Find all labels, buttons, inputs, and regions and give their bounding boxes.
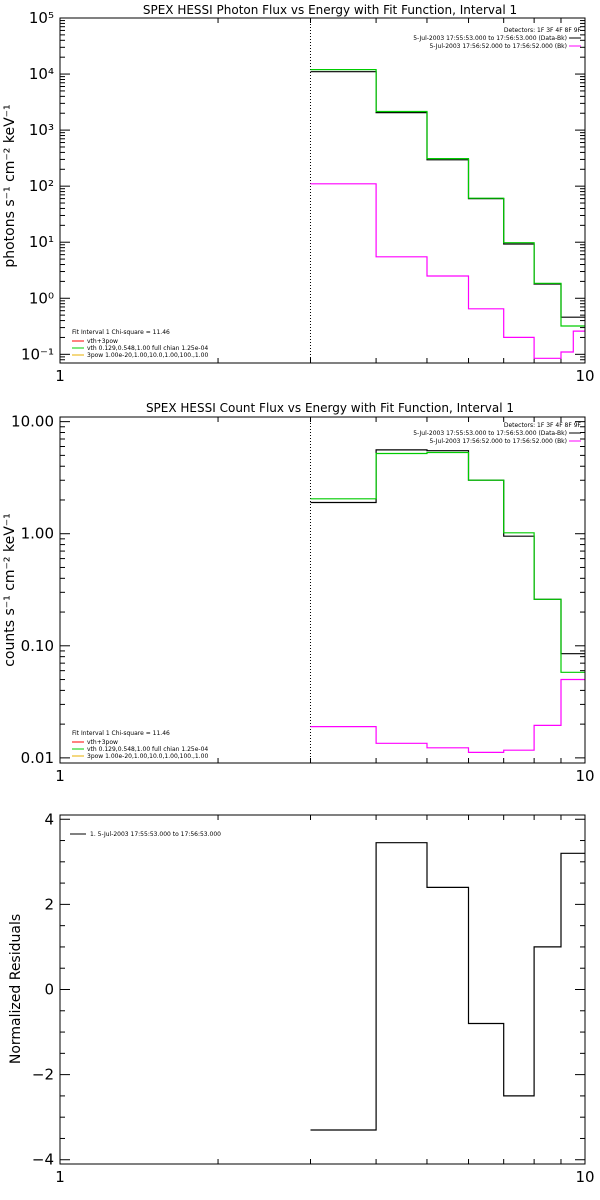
photon-flux-panel: SPEX HESSI Photon Flux vs Energy with Fi…: [2, 3, 595, 385]
photon-flux-detectors-label: Detectors: 1F 3F 4F 8F 9F: [504, 27, 582, 34]
photon-flux-fit-3pow-label: 3pow 1.00e-20,1.00,10.0,1.00,100.,1.00: [87, 352, 208, 359]
y-tick-label: 10.00: [11, 413, 54, 431]
y-tick-label: 4: [44, 810, 54, 828]
residuals-panel: Normalized Residuals 1 10 −4 −2 0 2 4 1. 5-Jul…: [8, 810, 595, 1186]
y-tick-label: 0.10: [21, 637, 54, 655]
series-line-2: [310, 183, 585, 359]
series-line-0: [310, 449, 585, 655]
residuals-legend: 1. 5-Jul-2003 17:55:53.000 to 17:56:53.0…: [70, 831, 221, 838]
photon-flux-ticks: 1 10 10⁻¹ 10⁰ 10¹ 10² 10³ 10⁴ 10⁵: [21, 9, 595, 385]
x-tick-label: 1: [55, 1168, 65, 1186]
residuals-marks: [310, 842, 585, 1131]
count-flux-ticks: 1 10 0.01 0.10 1.00 10.00: [11, 413, 595, 785]
count-flux-fit-3pow-label: 3pow 1.00e-20,1.00,10.0,1.00,100.,1.00: [87, 753, 208, 760]
count-flux-marks: [309, 417, 585, 763]
photon-flux-plot-frame: [59, 17, 586, 364]
count-flux-fit-interval-label: Fit Interval 1 Chi-square = 11.46: [72, 730, 170, 737]
x-tick-label: 10: [575, 367, 594, 385]
y-tick-label: 10⁻¹: [21, 345, 54, 363]
count-flux-plot-frame: [59, 416, 586, 764]
residuals-plot-frame: [59, 814, 586, 1165]
y-tick-label: 1.00: [21, 525, 54, 543]
y-tick-label: 2: [44, 895, 54, 913]
photon-flux-legend-data-label: 5-Jul-2003 17:55:53.000 to 17:56:53.000 …: [413, 35, 567, 42]
photon-flux-title: SPEX HESSI Photon Flux vs Energy with Fi…: [143, 3, 517, 17]
residuals-legend-label: 1. 5-Jul-2003 17:55:53.000 to 17:56:53.0…: [90, 831, 221, 838]
count-flux-panel: SPEX HESSI Count Flux vs Energy with Fit…: [2, 401, 595, 785]
y-tick-label: 10⁰: [29, 289, 54, 307]
y-tick-label: 10²: [29, 177, 54, 195]
photon-flux-y-axis-label: photons s⁻¹ cm⁻² keV⁻¹: [2, 104, 18, 267]
count-flux-fit-total-label: vth+3pow: [87, 739, 118, 746]
count-flux-legend-bottom-left: Fit Interval 1 Chi-square = 11.46 vth+3p…: [72, 730, 208, 760]
series-line-1: [310, 69, 585, 327]
y-tick-label: 0.01: [21, 749, 54, 767]
count-flux-legend-top-right: Detectors: 1F 3F 4F 8F 9F 5-Jul-2003 17:…: [413, 422, 581, 445]
count-flux-title: SPEX HESSI Count Flux vs Energy with Fit…: [146, 401, 514, 415]
residuals-y-axis-label: Normalized Residuals: [8, 914, 24, 1064]
count-flux-legend-data-label: 5-Jul-2003 17:55:53.000 to 17:56:53.000 …: [413, 430, 567, 437]
series-line-1: [310, 451, 585, 673]
series-line-0: [310, 842, 585, 1131]
photon-flux-marks: [309, 18, 585, 363]
y-tick-label: 10⁵: [29, 9, 54, 27]
x-tick-label: 1: [55, 767, 65, 785]
count-flux-detectors-label: Detectors: 1F 3F 4F 8F 9F: [504, 422, 582, 429]
x-tick-label: 10: [575, 767, 594, 785]
x-tick-label: 10: [575, 1168, 594, 1186]
y-tick-label: 10⁴: [29, 65, 54, 83]
series-line-0: [310, 71, 585, 318]
count-flux-legend-bk-label: 5-Jul-2003 17:56:52.000 to 17:56:52.000 …: [429, 438, 567, 445]
series-line-2: [310, 678, 585, 753]
y-tick-label: 10¹: [29, 233, 54, 251]
x-tick-label: 1: [55, 367, 65, 385]
y-tick-label: 0: [44, 981, 54, 999]
photon-flux-fit-vth-label: vth 0.129,0.548,1.00 full chian 1.25e-04: [87, 345, 208, 352]
photon-flux-legend-bk-label: 5-Jul-2003 17:56:52.000 to 17:56:52.000 …: [429, 43, 567, 50]
photon-flux-fit-total-label: vth+3pow: [87, 338, 118, 345]
photon-flux-legend-bottom-left: Fit Interval 1 Chi-square = 11.46 vth+3p…: [72, 329, 208, 359]
count-flux-y-axis-label: counts s⁻¹ cm⁻² keV⁻¹: [2, 513, 18, 667]
photon-flux-legend-top-right: Detectors: 1F 3F 4F 8F 9F 5-Jul-2003 17:…: [413, 27, 581, 50]
photon-flux-fit-interval-label: Fit Interval 1 Chi-square = 11.46: [72, 329, 170, 336]
y-tick-label: −4: [32, 1151, 54, 1169]
y-tick-label: −2: [32, 1066, 54, 1084]
y-tick-label: 10³: [29, 121, 54, 139]
count-flux-fit-vth-label: vth 0.129,0.548,1.00 full chian 1.25e-04: [87, 746, 208, 753]
